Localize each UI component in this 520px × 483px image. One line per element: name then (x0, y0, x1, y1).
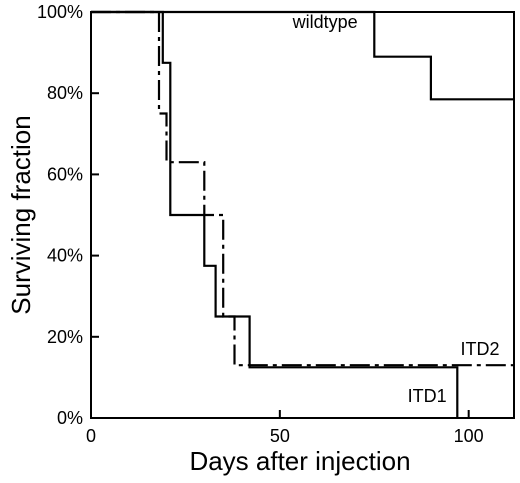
y-tick-label: 60% (47, 164, 83, 184)
series-label-itd1: ITD1 (408, 386, 447, 406)
x-tick-label: 0 (86, 426, 96, 446)
series-line-wildtype (91, 10, 514, 101)
x-tick-label: 50 (270, 426, 290, 446)
y-tick-label: 0% (57, 408, 83, 428)
x-tick-label: 100 (454, 426, 484, 446)
series-label-wildtype: wildtype (292, 12, 358, 32)
y-axis-label: Surviving fraction (6, 115, 36, 314)
plot-frame (90, 11, 515, 419)
y-tick-label: 40% (47, 246, 83, 266)
series-line-itd1 (91, 10, 459, 418)
y-tick-label: 80% (47, 83, 83, 103)
x-axis-label: Days after injection (189, 446, 410, 476)
axis-ticks: 0 50 100 0% 20% 40% 60% 80% 100% (37, 2, 484, 446)
series-label-itd2: ITD2 (461, 339, 500, 359)
series-line-itd2 (91, 10, 514, 367)
annotation-layer: wildtype ITD2 ITD1 (292, 12, 500, 406)
series-layer (91, 10, 514, 418)
y-tick-label: 100% (37, 2, 83, 22)
y-tick-label: 20% (47, 327, 83, 347)
